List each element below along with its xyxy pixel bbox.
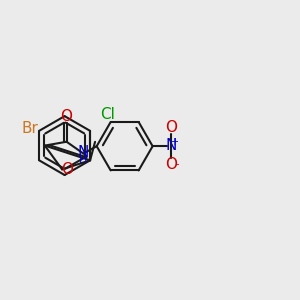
Text: O: O	[60, 109, 72, 124]
Text: N: N	[166, 138, 177, 153]
Text: +: +	[170, 137, 178, 147]
Text: O: O	[61, 162, 74, 177]
Text: Cl: Cl	[100, 106, 115, 122]
Text: Br: Br	[21, 121, 38, 136]
Text: O: O	[165, 121, 177, 136]
Text: -: -	[176, 160, 179, 170]
Text: H: H	[79, 155, 88, 165]
Text: O: O	[165, 157, 177, 172]
Text: N: N	[78, 145, 89, 160]
